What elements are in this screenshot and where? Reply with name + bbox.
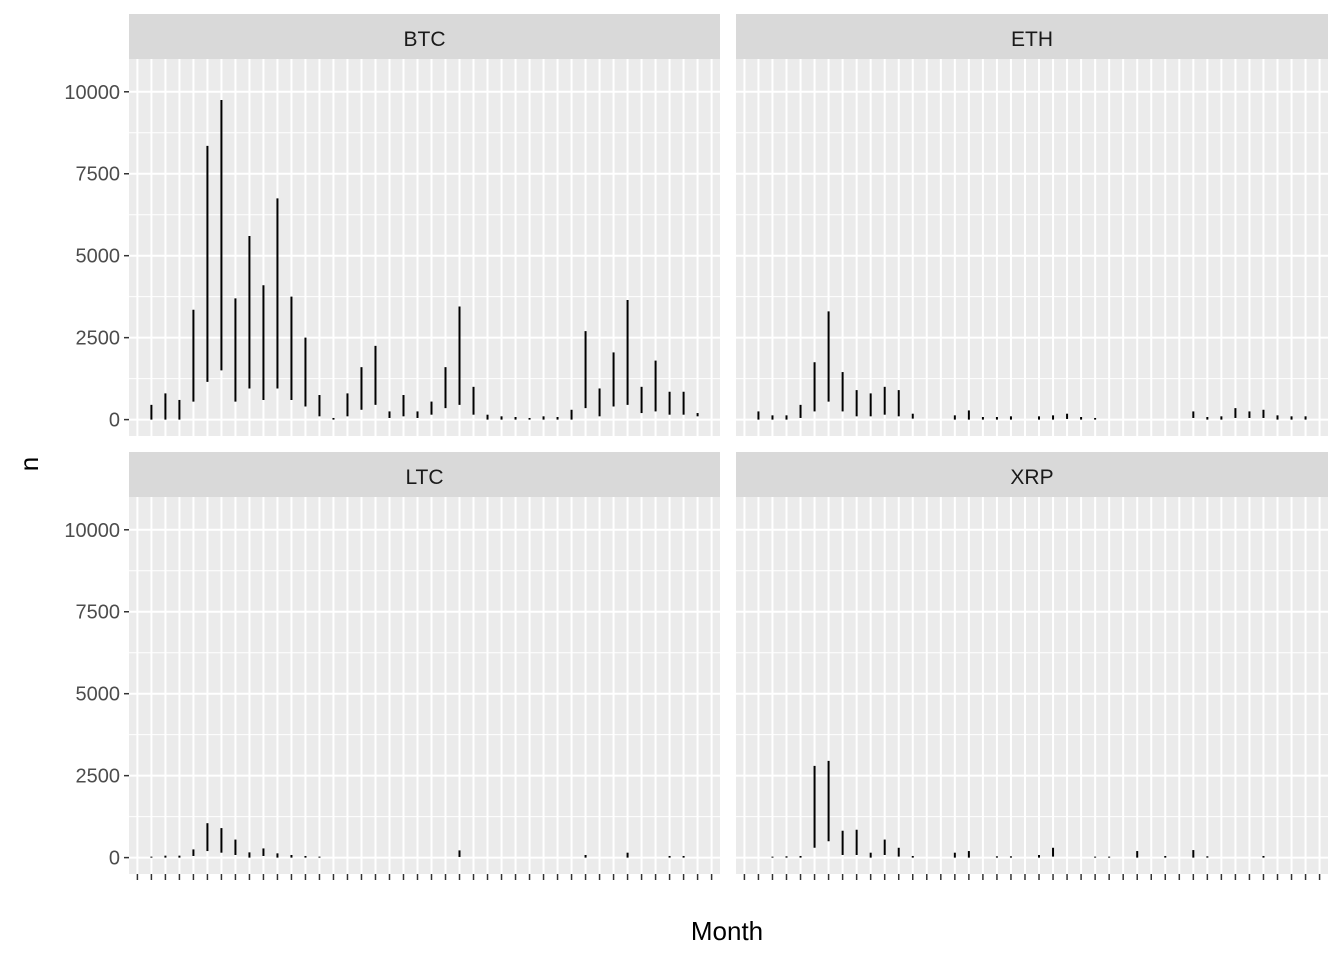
y-tick-label: 5000	[76, 684, 121, 706]
y-tick-label: 10000	[64, 520, 120, 542]
y-tick-label: 0	[109, 848, 120, 870]
panel-background	[129, 497, 720, 874]
y-tick-label: 7500	[76, 602, 121, 624]
panel-background	[736, 59, 1328, 436]
facet-btc: BTC	[129, 14, 720, 436]
y-tick-label: 0	[109, 410, 120, 432]
y-tick-label: 2500	[76, 328, 121, 350]
facet-ltc: LTC	[129, 452, 720, 874]
y-tick-label: 5000	[76, 246, 121, 268]
panel-background	[129, 59, 720, 436]
panel-background	[736, 497, 1328, 874]
y-tick-label: 7500	[76, 164, 121, 186]
facet-eth: ETH	[736, 14, 1328, 436]
facet-strip	[736, 14, 1328, 59]
y-tick-label: 2500	[76, 766, 121, 788]
facet-strip	[129, 452, 720, 497]
facet-strip-label: BTC	[404, 28, 446, 51]
y-tick-label: 10000	[64, 82, 120, 104]
y-axis-title: n	[14, 457, 44, 471]
x-axis-title: Month	[691, 916, 763, 946]
facet-strip-label: ETH	[1011, 28, 1053, 51]
facet-strip-label: XRP	[1010, 466, 1053, 489]
facet-strip	[736, 452, 1328, 497]
facet-xrp: XRP	[736, 452, 1328, 874]
facet-strip-label: LTC	[405, 466, 443, 489]
facet-strip	[129, 14, 720, 59]
